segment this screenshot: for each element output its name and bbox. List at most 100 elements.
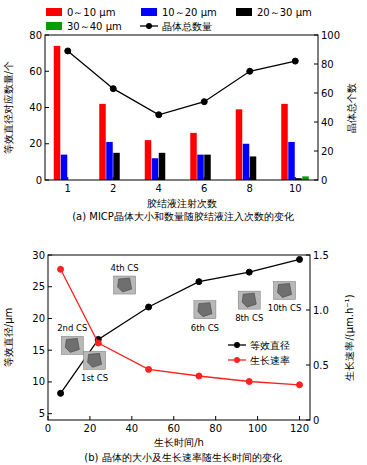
x-tick-label: 8 [247,183,253,194]
plot-frame [45,35,318,180]
bar [190,133,197,180]
annotation: 8th CS [235,313,263,323]
crystal-shape [65,338,79,352]
x-tick [215,416,216,420]
x-tick-label: 4 [156,183,162,194]
plot-frame [48,255,310,420]
y2-tick [314,122,318,123]
y2-axis-label: 晶体总个数 [346,83,357,133]
legend-marker [234,357,240,363]
crystal-photo [274,281,296,299]
crystal-image [61,336,83,354]
bar [288,142,295,180]
y-tick [48,286,52,287]
x-tick-label: 2 [110,183,116,194]
crystal-image [114,276,136,294]
y2-tick [314,93,318,94]
x-tick [89,416,90,420]
legend-swatch [46,22,62,30]
x-tick-label: 6 [201,183,207,194]
annotation: 2nd CS [57,323,87,333]
x-tick-label: 40 [125,423,138,434]
series-marker [58,390,64,396]
x-tick-label: 20 [84,423,97,434]
y2-tick [306,310,310,311]
crystal-shape [118,278,132,292]
legend-label: 生长速率 [250,355,290,366]
series-line [61,269,300,385]
y2-tick-label: 0 [321,175,327,186]
y-axis-label: 等效直径对应数量/个 [3,61,14,154]
series-line [68,51,296,115]
bar [236,109,243,180]
x-tick [158,177,159,180]
x-tick-label: 0 [45,423,51,434]
chart-title: (b) 晶体的大小及生长速率随生长时间的变化 [84,452,281,463]
bar [145,140,152,180]
x-axis-label: 胶结液注射次数 [147,198,217,209]
y-tick-label: 30 [32,250,45,261]
y-axis-label: 等效直径/μm [3,308,14,367]
x-tick [249,177,250,180]
bar [243,144,250,180]
series-marker [156,112,162,118]
y-tick-label: 40 [29,102,42,113]
y-tick [48,413,52,414]
x-tick-label: 10 [289,183,302,194]
series-marker [247,68,253,74]
legend-label: 10～20 μm [162,7,217,18]
y-tick-label: 20 [29,138,42,149]
x-tick [173,416,174,420]
y-tick [48,318,52,319]
y-tick-label: 20 [32,313,45,324]
bar [204,155,211,180]
x-tick [48,416,49,420]
y-tick [48,381,52,382]
y2-tick [314,151,318,152]
series-marker [110,86,116,92]
y-tick [48,350,52,351]
y-tick-label: 25 [32,281,45,292]
x-tick [299,416,300,420]
crystal-image [84,351,106,369]
annotation: 10th CS [268,303,302,313]
crystal-photo [194,301,216,319]
bar [159,153,166,180]
y-tick-label: 60 [29,66,42,77]
bar [113,153,120,180]
legend-label: 等效直径 [250,340,290,351]
series-marker [58,266,64,272]
legend-label: 20～30 μm [257,7,312,18]
bar [281,104,288,180]
bar [250,156,257,180]
legend-label: 0～10 μm [67,7,115,18]
crystal-image [194,301,216,319]
x-tick-label: 1 [65,183,71,194]
y2-tick-label: 60 [321,88,334,99]
y2-tick-label: 0.5 [313,360,329,371]
legend-label: 30～40 μm [67,21,122,32]
series-marker [196,279,202,285]
y-tick [45,71,49,72]
bar [54,46,61,180]
y-tick [45,107,49,108]
legend-marker [146,23,152,29]
legend-swatch [236,8,252,16]
chart-title: (a) MICP晶体大小和数量随胶结液注入次数的变化 [72,211,294,222]
series-marker [196,373,202,379]
plot-area [58,256,303,396]
crystal-shape [242,293,256,307]
series-marker [146,304,152,310]
y2-tick-label: 100 [321,30,340,41]
annotation: 6th CS [191,323,219,333]
annotation: 1st CS [81,373,108,383]
series-marker [201,99,207,105]
bar [152,158,159,180]
series-marker [297,256,303,262]
y2-tick [314,64,318,65]
y-tick-label: 80 [29,30,42,41]
x-tick [257,416,258,420]
x-tick [67,177,68,180]
crystal-photo [114,276,136,294]
y2-tick-label: 1.0 [313,305,329,316]
